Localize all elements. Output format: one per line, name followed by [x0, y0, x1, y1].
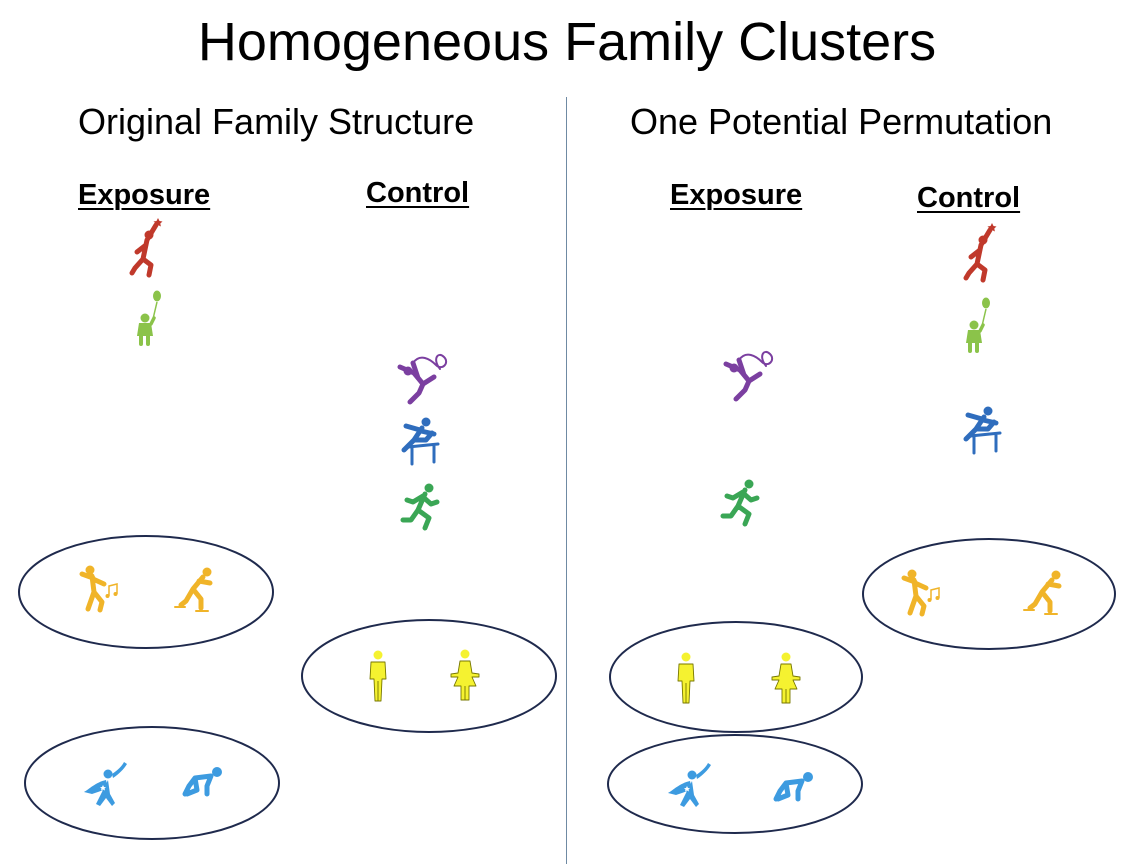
dancer-icon — [82, 566, 118, 611]
left-exposure-label: Exposure — [78, 179, 211, 211]
hurdler-icon — [966, 407, 1000, 454]
hurdler-icon — [404, 418, 438, 465]
ribbon-gymnast-icon — [400, 355, 446, 402]
diagram-title: Homogeneous Family Clusters — [197, 12, 937, 72]
right-control-label: Control — [917, 182, 1021, 214]
woman-icon — [450, 649, 480, 701]
balloon-child-icon — [135, 288, 163, 346]
balloon-child-icon — [964, 295, 992, 353]
runner-icon — [403, 484, 437, 529]
woman-icon — [771, 652, 801, 704]
right-panel-title: One Potential Permutation — [630, 101, 1053, 142]
superhero-icon — [668, 763, 711, 807]
family-cluster-outline — [301, 619, 557, 733]
family-cluster-outline — [862, 538, 1116, 650]
left-control-label: Control — [366, 177, 470, 209]
runner-icon — [723, 480, 757, 525]
family-cluster-outline — [24, 726, 280, 840]
superhero-icon — [84, 762, 127, 806]
right-exposure-label: Exposure — [670, 179, 803, 211]
speed-skater-icon — [175, 568, 212, 612]
panel-divider — [566, 97, 567, 864]
family-cluster-outline — [609, 621, 863, 733]
dancer-icon — [904, 570, 940, 615]
man-icon — [677, 652, 695, 704]
family-cluster-outline — [607, 734, 863, 834]
crouching-sprinter-icon — [185, 767, 222, 794]
reaching-person-icon — [966, 223, 997, 280]
left-panel-title: Original Family Structure — [78, 101, 475, 142]
man-icon — [369, 650, 387, 702]
family-cluster-outline — [18, 535, 274, 649]
ribbon-gymnast-icon — [726, 352, 772, 399]
crouching-sprinter-icon — [776, 772, 813, 799]
speed-skater-icon — [1024, 571, 1061, 615]
reaching-person-icon — [132, 218, 163, 275]
